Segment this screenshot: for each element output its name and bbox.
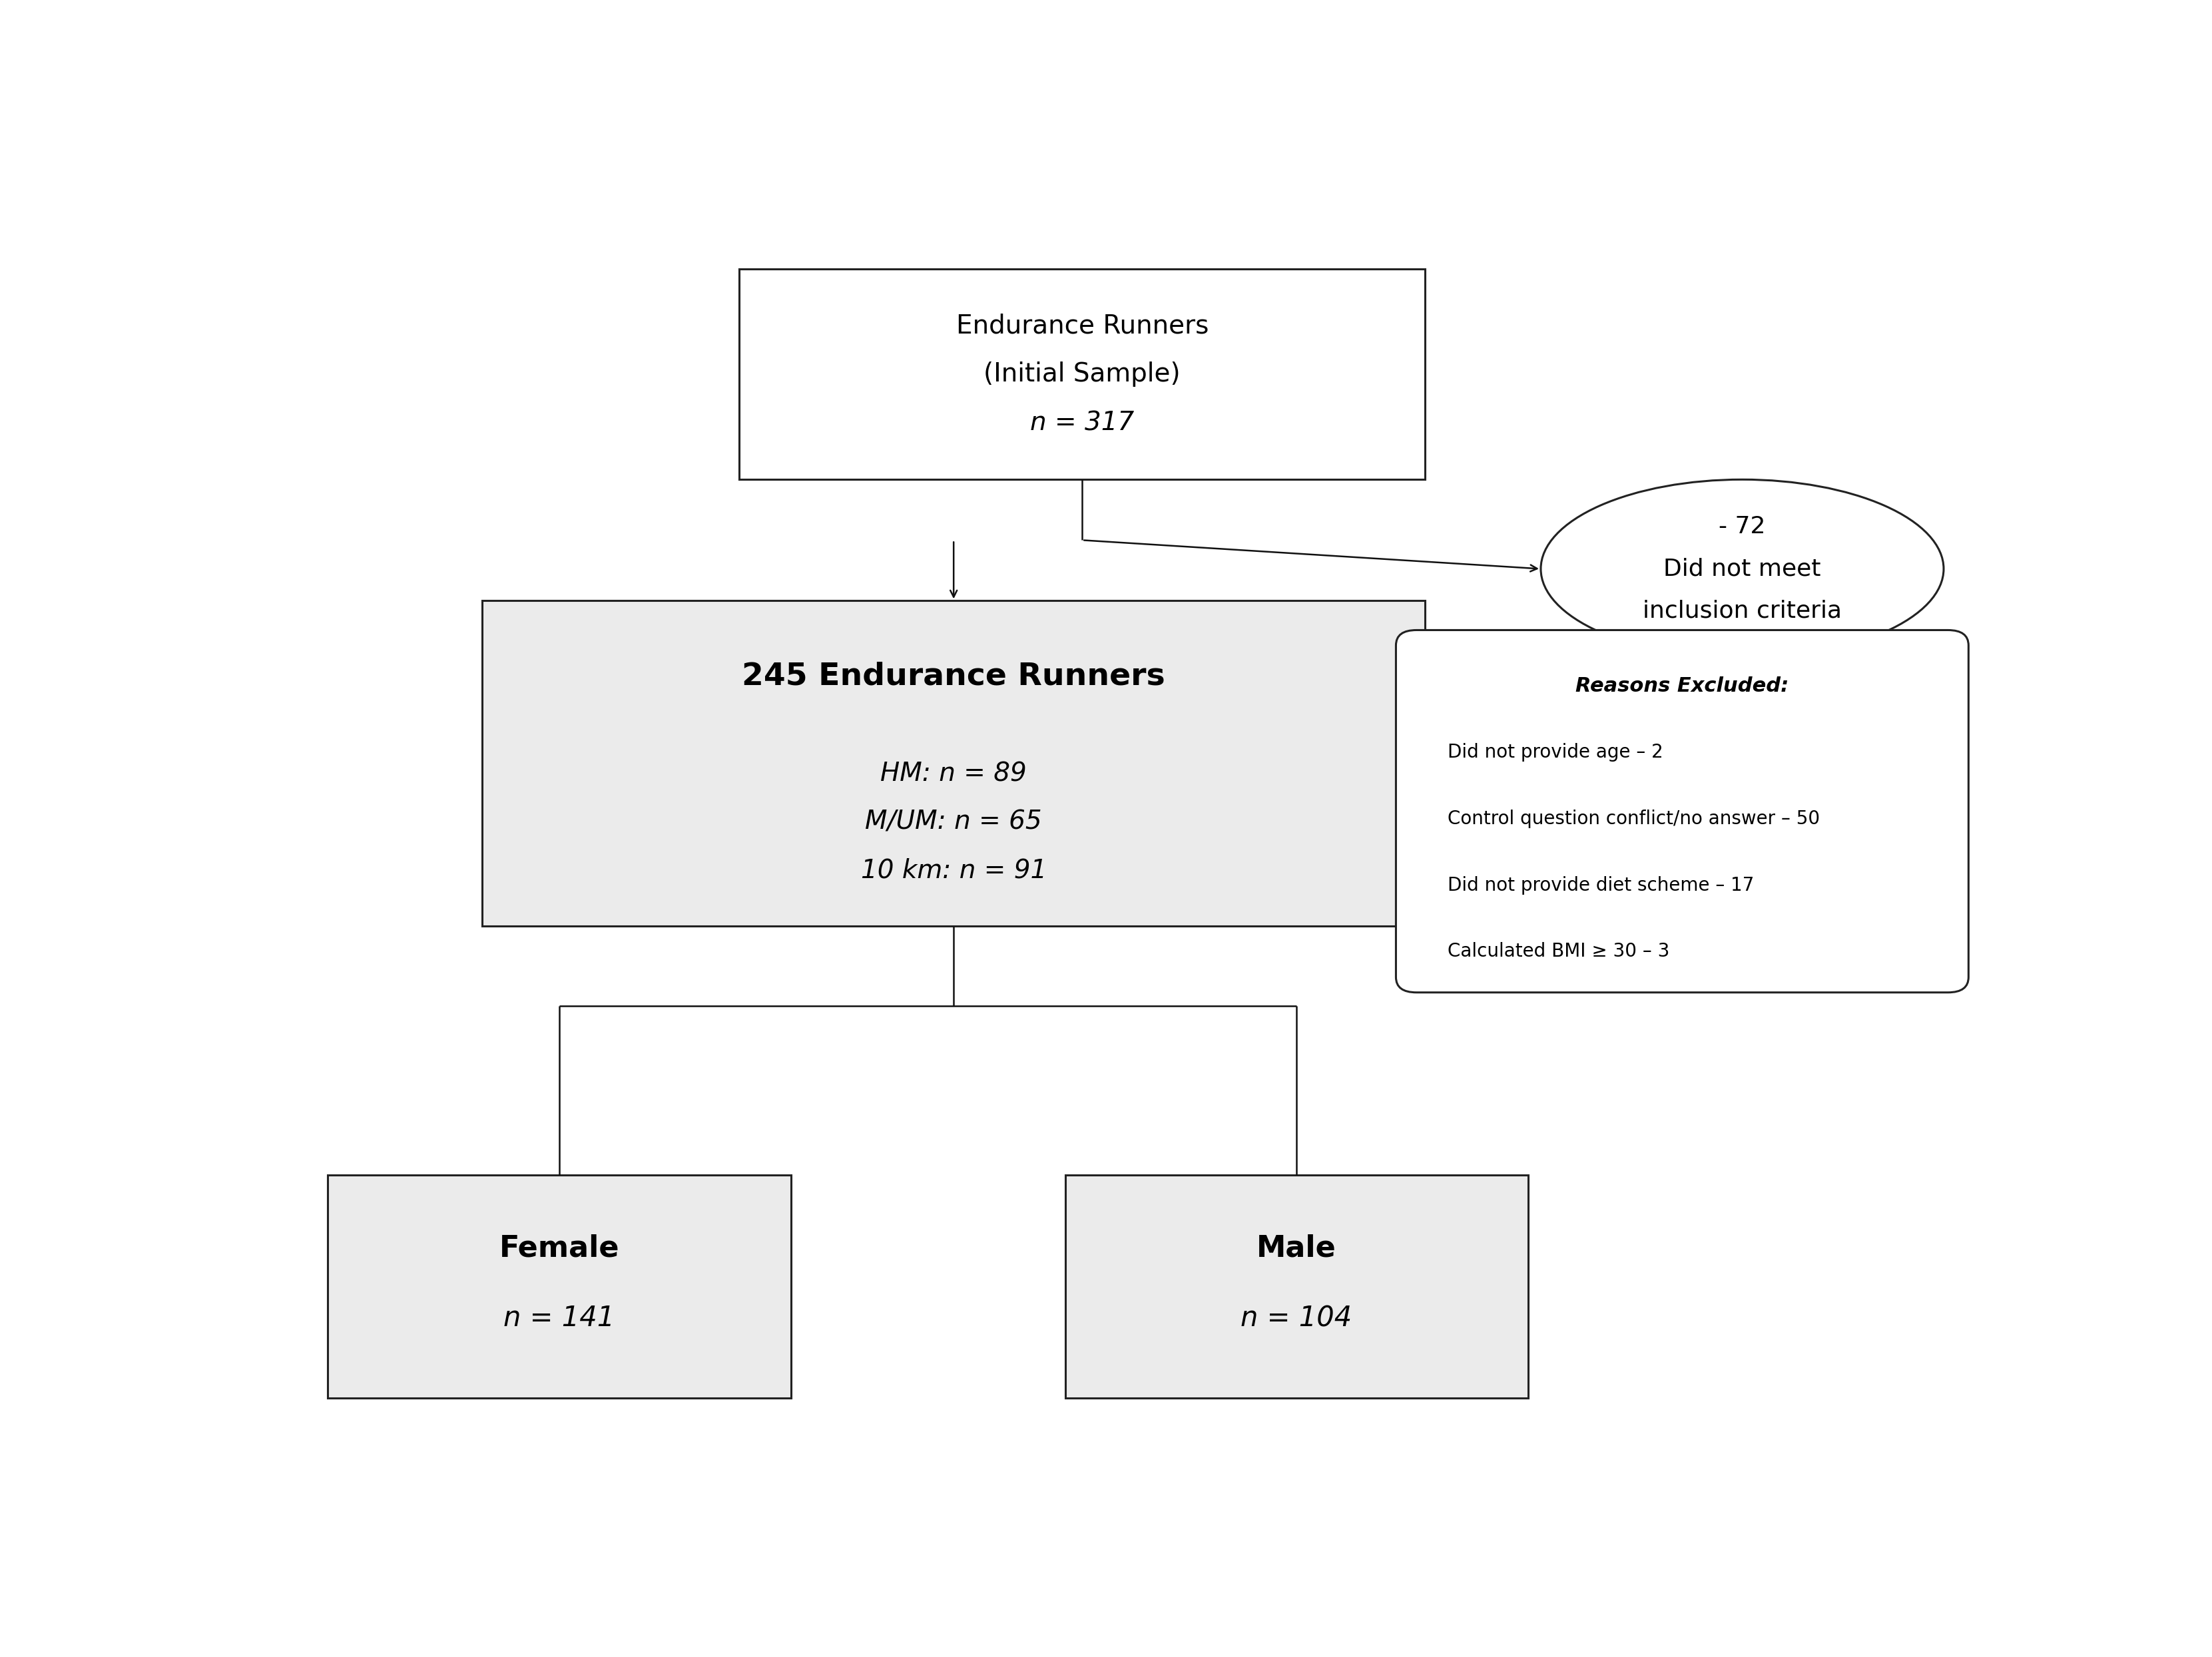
Text: Did not provide age – 2: Did not provide age – 2 (1447, 744, 1663, 762)
Text: Did not provide diet scheme – 17: Did not provide diet scheme – 17 (1447, 877, 1754, 895)
FancyBboxPatch shape (739, 268, 1425, 479)
Text: Male: Male (1256, 1234, 1336, 1263)
Text: inclusion criteria: inclusion criteria (1644, 600, 1843, 623)
Text: M/UM: n = 65: M/UM: n = 65 (865, 810, 1042, 835)
Text: Female: Female (500, 1234, 619, 1263)
Text: n = 141: n = 141 (504, 1304, 615, 1332)
FancyBboxPatch shape (1066, 1175, 1528, 1399)
Text: (Initial Sample): (Initial Sample) (984, 361, 1181, 388)
Text: Endurance Runners: Endurance Runners (956, 313, 1208, 338)
Text: 245 Endurance Runners: 245 Endurance Runners (741, 661, 1166, 691)
FancyBboxPatch shape (482, 601, 1425, 926)
Text: HM: n = 89: HM: n = 89 (880, 761, 1026, 787)
FancyBboxPatch shape (327, 1175, 792, 1399)
Text: Did not meet: Did not meet (1663, 557, 1820, 580)
Text: Calculated BMI ≥ 30 – 3: Calculated BMI ≥ 30 – 3 (1447, 943, 1670, 961)
FancyBboxPatch shape (1396, 630, 1969, 993)
Text: n = 317: n = 317 (1031, 411, 1135, 436)
Text: n = 104: n = 104 (1241, 1304, 1352, 1332)
Text: Reasons Excluded:: Reasons Excluded: (1575, 676, 1790, 696)
Ellipse shape (1542, 479, 1944, 658)
Text: - 72: - 72 (1719, 515, 1765, 539)
Text: 10 km: n = 91: 10 km: n = 91 (860, 858, 1046, 883)
Text: Control question conflict/no answer – 50: Control question conflict/no answer – 50 (1447, 810, 1820, 828)
